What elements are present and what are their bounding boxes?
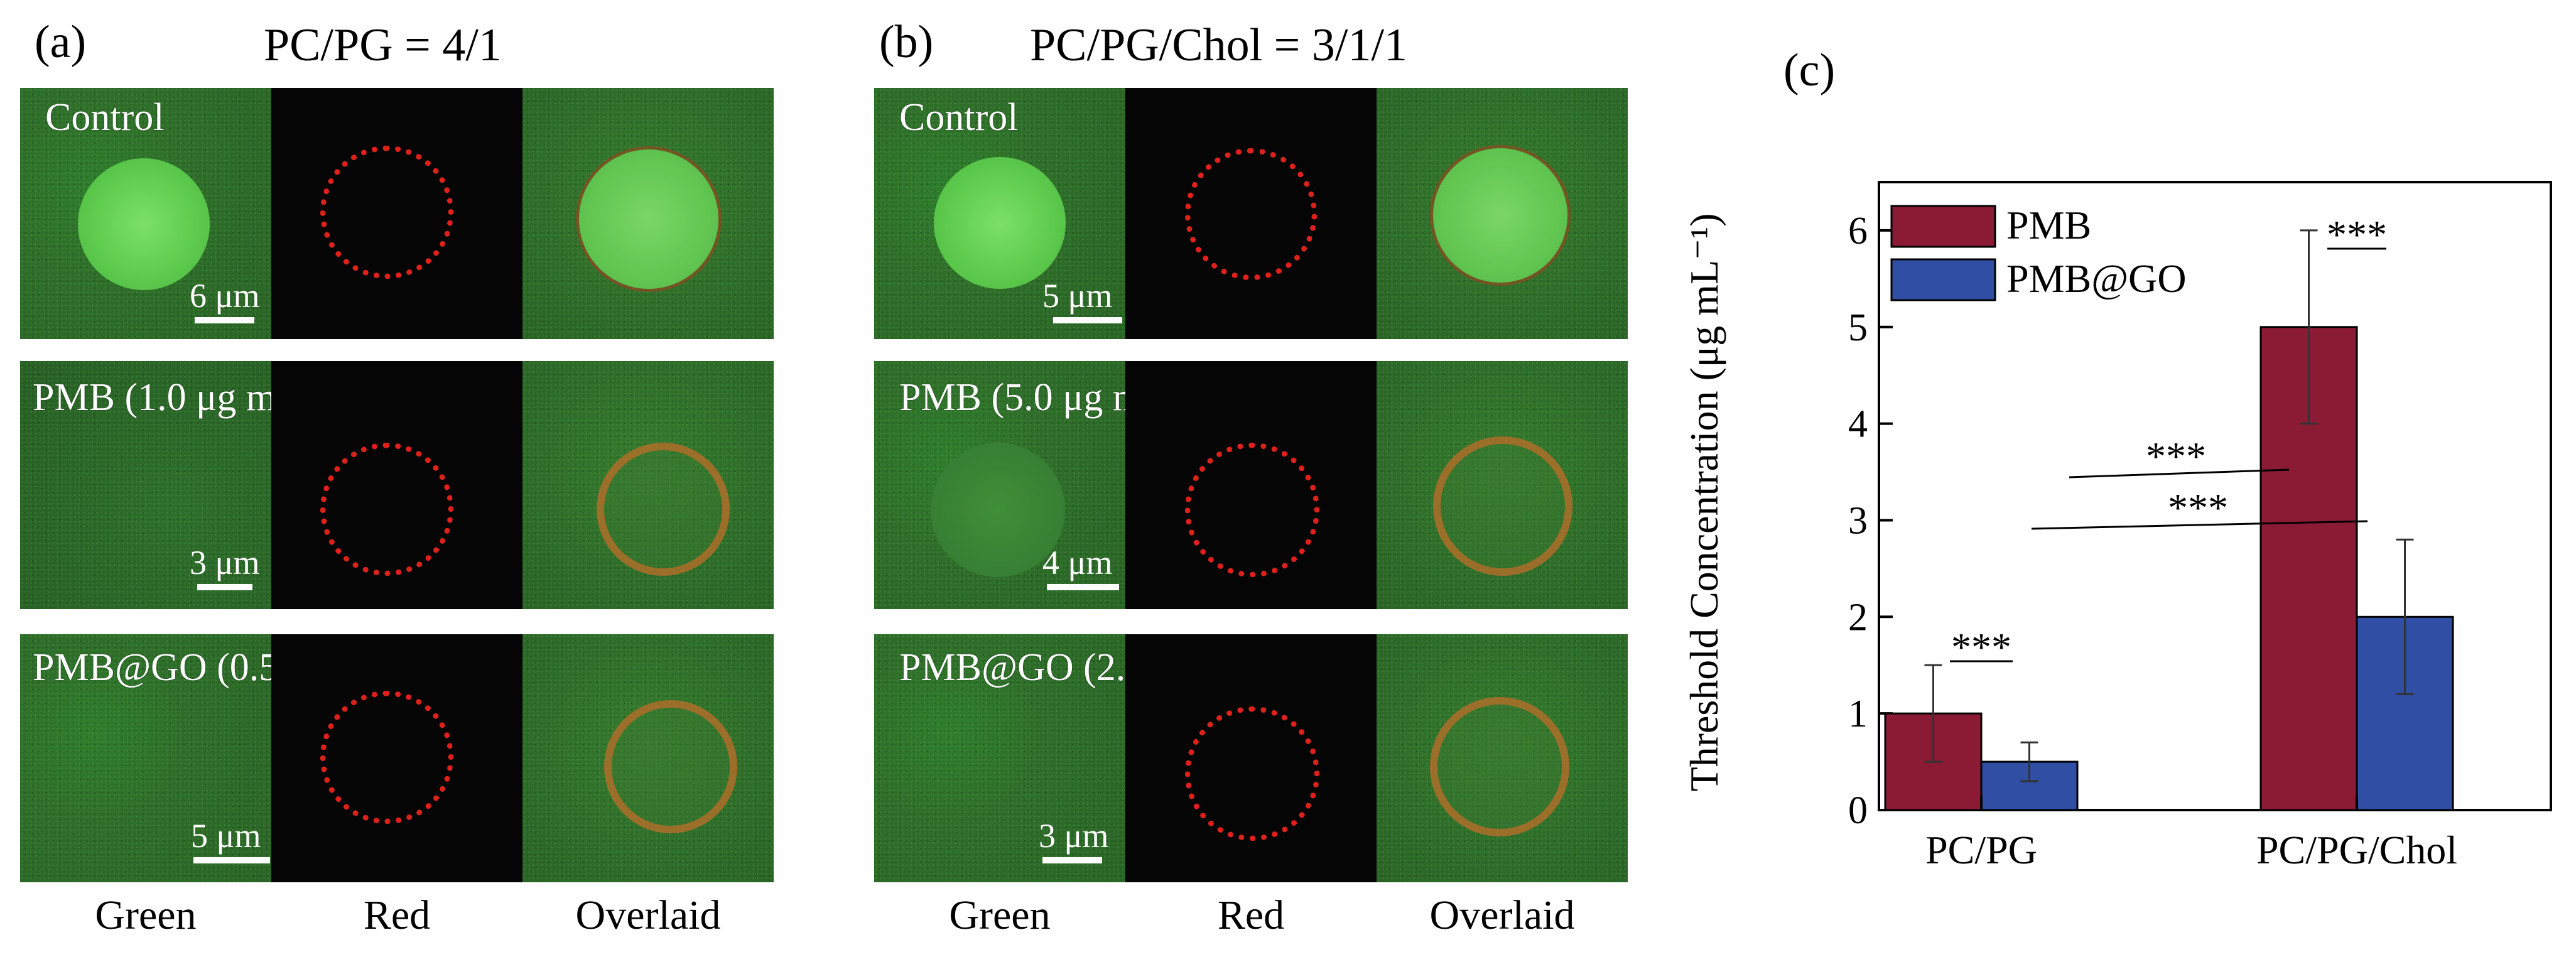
significance-stars-4: ***	[2168, 485, 2228, 530]
error-bars	[1924, 229, 2414, 782]
panel-a-row1-label: Control	[45, 96, 165, 139]
panel-b-control-overlaid	[1377, 88, 1628, 339]
panel-a-row1-scale-text: 6 μm	[190, 277, 260, 315]
panel-a-row3-scale-text: 5 μm	[191, 817, 261, 855]
threshold-bar-chart: Threshold Concentration (μg mL⁻¹) 0 1 2 3 4 5…	[1682, 181, 2552, 872]
panel-a-pmbgo-overlaid	[522, 634, 774, 882]
panel-b-row2-scalebar	[1047, 584, 1119, 590]
panel-a-pmb-green: PMB (1.0 μg mL⁻¹) 3 μm	[20, 361, 271, 609]
panel-a-pmbgo-red	[271, 634, 522, 882]
panel-a-row3-scalebar	[193, 857, 270, 863]
panel-b-row1-scalebar	[1053, 317, 1122, 323]
panel-b-pmb-red	[1125, 361, 1377, 609]
panel-a-row2-label: PMB (1.0 μg mL⁻¹)	[33, 376, 271, 419]
panel-b-col-red: Red	[1217, 892, 1285, 938]
x-categories: PC/PG PC/PG/Chol	[1925, 796, 2457, 872]
panel-a-control-overlaid	[522, 88, 774, 339]
y-tick-label: 3	[1848, 499, 1868, 542]
panel-b-row3-label: PMB@GO (2.0 μg mL⁻¹)	[899, 646, 1125, 689]
panel-a-col-overlaid: Overlaid	[575, 892, 721, 938]
panel-b-title: PC/PG/Chol = 3/1/1	[1030, 19, 1407, 71]
significance-pcpg: ***	[1950, 625, 2013, 669]
panel-b-row3-scalebar	[1042, 857, 1102, 863]
panel-a-row3-label: PMB@GO (0.5 μg mL⁻¹)	[33, 646, 271, 689]
legend-swatch-pmb	[1890, 205, 1996, 248]
panel-a-control-red	[271, 88, 522, 339]
y-tick-label: 0	[1848, 789, 1868, 832]
panel-c-letter: (c)	[1783, 45, 1836, 96]
panel-b-row1-label: Control	[899, 96, 1019, 139]
panel-b-col-green: Green	[949, 892, 1051, 938]
bars	[1884, 326, 2454, 811]
panel-a-pmb-red	[271, 361, 522, 609]
y-tick-label: 5	[1848, 306, 1868, 349]
panel-b-pmbgo-green: PMB@GO (2.0 μg mL⁻¹) 3 μm	[874, 634, 1125, 882]
panel-a-col-green: Green	[95, 892, 197, 938]
panel-b-control-green: Control 5 μm	[874, 88, 1125, 339]
panel-a-pmb-overlaid	[522, 361, 774, 609]
panel-a-control-green: Control 6 μm	[20, 88, 271, 339]
error-bar	[1924, 664, 1942, 763]
legend-swatch-pmbgo	[1890, 258, 1996, 301]
legend-label-pmbgo: PMB@GO	[2006, 256, 2187, 301]
panel-b-col-overlaid: Overlaid	[1429, 892, 1575, 938]
panel-b-letter: (b)	[879, 16, 934, 68]
panel-a-letter: (a)	[35, 16, 87, 68]
significance-stars-1: ***	[1951, 625, 2011, 669]
panel-b-pmbgo-red	[1125, 634, 1377, 882]
y-tick-label: 4	[1848, 403, 1868, 446]
panel-b-row3-scale-text: 3 μm	[1039, 817, 1109, 855]
legend: PMB PMB@GO	[1890, 203, 2187, 301]
y-tick-label: 6	[1848, 210, 1868, 252]
y-tick-label: 2	[1848, 596, 1868, 639]
panel-a-row2-scale-text: 3 μm	[190, 544, 260, 581]
x-category-label: PC/PG/Chol	[2256, 828, 2457, 872]
error-bar	[2300, 229, 2318, 425]
y-axis-label: Threshold Concentration (μg mL⁻¹)	[1682, 214, 1726, 792]
significance-pmbgo-cross: ***	[2031, 485, 2368, 530]
significance-pcpgchol: ***	[2327, 212, 2387, 257]
panel-b-pmb-green: PMB (5.0 μg mL⁻¹) 4 μm	[874, 361, 1125, 609]
panel-a-row1-scalebar	[195, 317, 254, 323]
panel-b-pmb-overlaid	[1377, 361, 1628, 609]
error-bar	[2396, 538, 2414, 695]
panel-b-row1-scale-text: 5 μm	[1042, 277, 1113, 315]
error-bar	[2020, 741, 2038, 782]
panel-b-row2-label: PMB (5.0 μg mL⁻¹)	[899, 376, 1125, 419]
panel-b-pmbgo-overlaid	[1377, 634, 1628, 882]
plot-frame	[1878, 181, 2552, 811]
panel-a-title: PC/PG = 4/1	[264, 19, 502, 71]
x-category-label: PC/PG	[1925, 828, 2037, 872]
significance-pmb-cross: ***	[2069, 434, 2290, 478]
significance-stars-2: ***	[2327, 212, 2387, 257]
panel-a-row2-scalebar	[197, 584, 252, 590]
y-ticks: 0 1 2 3 4 5 6	[1848, 210, 1893, 832]
panel-b-control-red	[1125, 88, 1377, 339]
significance-stars-3: ***	[2146, 434, 2206, 478]
panel-a-pmbgo-green: PMB@GO (0.5 μg mL⁻¹) 5 μm	[20, 634, 271, 882]
legend-label-pmb: PMB	[2006, 203, 2091, 247]
panel-a-col-red: Red	[363, 892, 431, 938]
y-tick-label: 1	[1848, 693, 1868, 735]
panel-b-row2-scale-text: 4 μm	[1042, 544, 1113, 581]
